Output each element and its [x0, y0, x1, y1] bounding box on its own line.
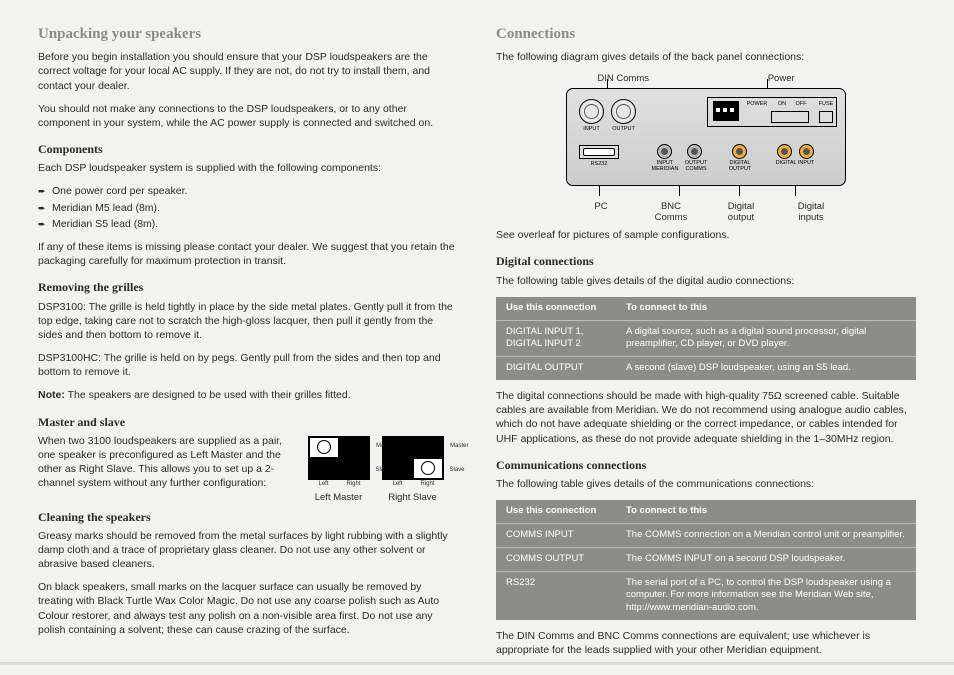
diagram-label: Digital output: [706, 202, 776, 224]
cleaning-heading: Cleaning the speakers: [38, 509, 458, 525]
side-label: Slave: [449, 466, 464, 474]
table-cell: COMMS INPUT: [496, 523, 616, 547]
back-panel-diagram: DIN Comms Power INPUT OUTPUT RS232 POW: [496, 73, 916, 224]
diagram-label: PC: [566, 202, 636, 224]
tiny-label: RS232: [585, 161, 613, 168]
diagram-label: BNC Comms: [636, 202, 706, 224]
tiny-label: OFF: [793, 101, 809, 108]
unpacking-intro2: You should not make any connections to t…: [38, 102, 458, 130]
table-header: Use this connection: [496, 297, 616, 320]
note-text: The speakers are designed to be used wit…: [65, 389, 351, 401]
table-cell: RS232: [496, 571, 616, 620]
unpacking-intro: Before you begin installation you should…: [38, 50, 458, 93]
left-master-figure: Master Slave Left Right Left Master: [308, 436, 370, 505]
tiny-label: INPUT MERIDIAN: [649, 161, 681, 172]
list-item: One power cord per speaker.: [38, 184, 458, 198]
components-text: Each DSP loudspeaker system is supplied …: [38, 161, 458, 175]
table-cell: COMMS OUTPUT: [496, 547, 616, 571]
tiny-label: OUTPUT: [611, 126, 636, 133]
tiny-label: DIGITAL INPUT: [773, 161, 817, 167]
list-item: Meridian M5 lead (8m).: [38, 201, 458, 215]
page-columns: Unpacking your speakers Before you begin…: [38, 24, 916, 634]
side-label: Left: [393, 480, 403, 488]
table-cell: The COMMS connection on a Meridian contr…: [616, 523, 916, 547]
diagram-label: DIN Comms: [597, 73, 649, 86]
diagram-label: Power: [768, 73, 795, 86]
side-label: Left: [319, 480, 329, 488]
table-cell: DIGITAL OUTPUT: [496, 357, 616, 380]
removing-note: Note: The speakers are designed to be us…: [38, 388, 458, 402]
table-header: To connect to this: [616, 297, 916, 320]
side-label: Master: [450, 442, 468, 450]
table-cell: The serial port of a PC, to control the …: [616, 571, 916, 620]
left-master-grid: Master Slave Left Right: [308, 436, 370, 480]
back-panel-svg: INPUT OUTPUT RS232 POWER ON OFF FUSE: [566, 88, 846, 186]
table-header: To connect to this: [616, 500, 916, 523]
table-cell: A second (slave) DSP loudspeaker, using …: [616, 357, 916, 380]
digital-table: Use this connectionTo connect to this DI…: [496, 297, 916, 380]
comms-table: Use this connectionTo connect to this CO…: [496, 500, 916, 620]
digital-heading: Digital connections: [496, 253, 916, 269]
unpacking-heading: Unpacking your speakers: [38, 24, 458, 44]
master-slave-heading: Master and slave: [38, 414, 458, 430]
tiny-label: FUSE: [817, 101, 835, 108]
connections-heading: Connections: [496, 24, 916, 44]
right-column: Connections The following diagram gives …: [496, 24, 916, 634]
overleaf-text: See overleaf for pictures of sample conf…: [496, 228, 916, 242]
digital-text: The following table gives details of the…: [496, 274, 916, 288]
right-slave-figure: Master Slave Left Right Right Slave: [382, 436, 444, 505]
list-item: Meridian S5 lead (8m).: [38, 217, 458, 231]
removing-heading: Removing the grilles: [38, 279, 458, 295]
removing-p1: DSP3100: The grille is held tightly in p…: [38, 300, 458, 343]
left-column: Unpacking your speakers Before you begin…: [38, 24, 458, 634]
table-header: Use this connection: [496, 500, 616, 523]
table-cell: The COMMS INPUT on a second DSP loudspea…: [616, 547, 916, 571]
tiny-label: ON: [775, 101, 789, 108]
cleaning-p1: Greasy marks should be removed from the …: [38, 529, 458, 572]
cleaning-p2: On black speakers, small marks on the la…: [38, 580, 458, 637]
figure-caption: Left Master: [308, 492, 370, 505]
side-label: Right: [420, 480, 434, 488]
figure-caption: Right Slave: [382, 492, 444, 505]
table-cell: DIGITAL INPUT 1, DIGITAL INPUT 2: [496, 320, 616, 357]
tiny-label: OUTPUT COMMS: [681, 161, 711, 172]
side-label: Right: [346, 480, 360, 488]
note-label: Note:: [38, 389, 65, 401]
digital-after: The digital connections should be made w…: [496, 389, 916, 446]
tiny-label: DIGITAL OUTPUT: [723, 161, 757, 172]
connections-intro: The following diagram gives details of t…: [496, 50, 916, 64]
table-cell: A digital source, such as a digital soun…: [616, 320, 916, 357]
diagram-label: Digital inputs: [776, 202, 846, 224]
right-slave-grid: Master Slave Left Right: [382, 436, 444, 480]
removing-p2: DSP3100HC: The grille is held on by pegs…: [38, 351, 458, 379]
comms-heading: Communications connections: [496, 457, 916, 473]
components-after: If any of these items is missing please …: [38, 240, 458, 268]
components-heading: Components: [38, 141, 458, 157]
comms-text: The following table gives details of the…: [496, 477, 916, 491]
tiny-label: POWER: [743, 101, 771, 108]
comms-after: The DIN Comms and BNC Comms connections …: [496, 629, 916, 657]
components-list: One power cord per speaker. Meridian M5 …: [38, 184, 458, 231]
tiny-label: INPUT: [580, 126, 603, 133]
master-slave-figures: Master Slave Left Right Left Master Mast…: [293, 436, 458, 505]
footer-divider: [0, 662, 954, 665]
